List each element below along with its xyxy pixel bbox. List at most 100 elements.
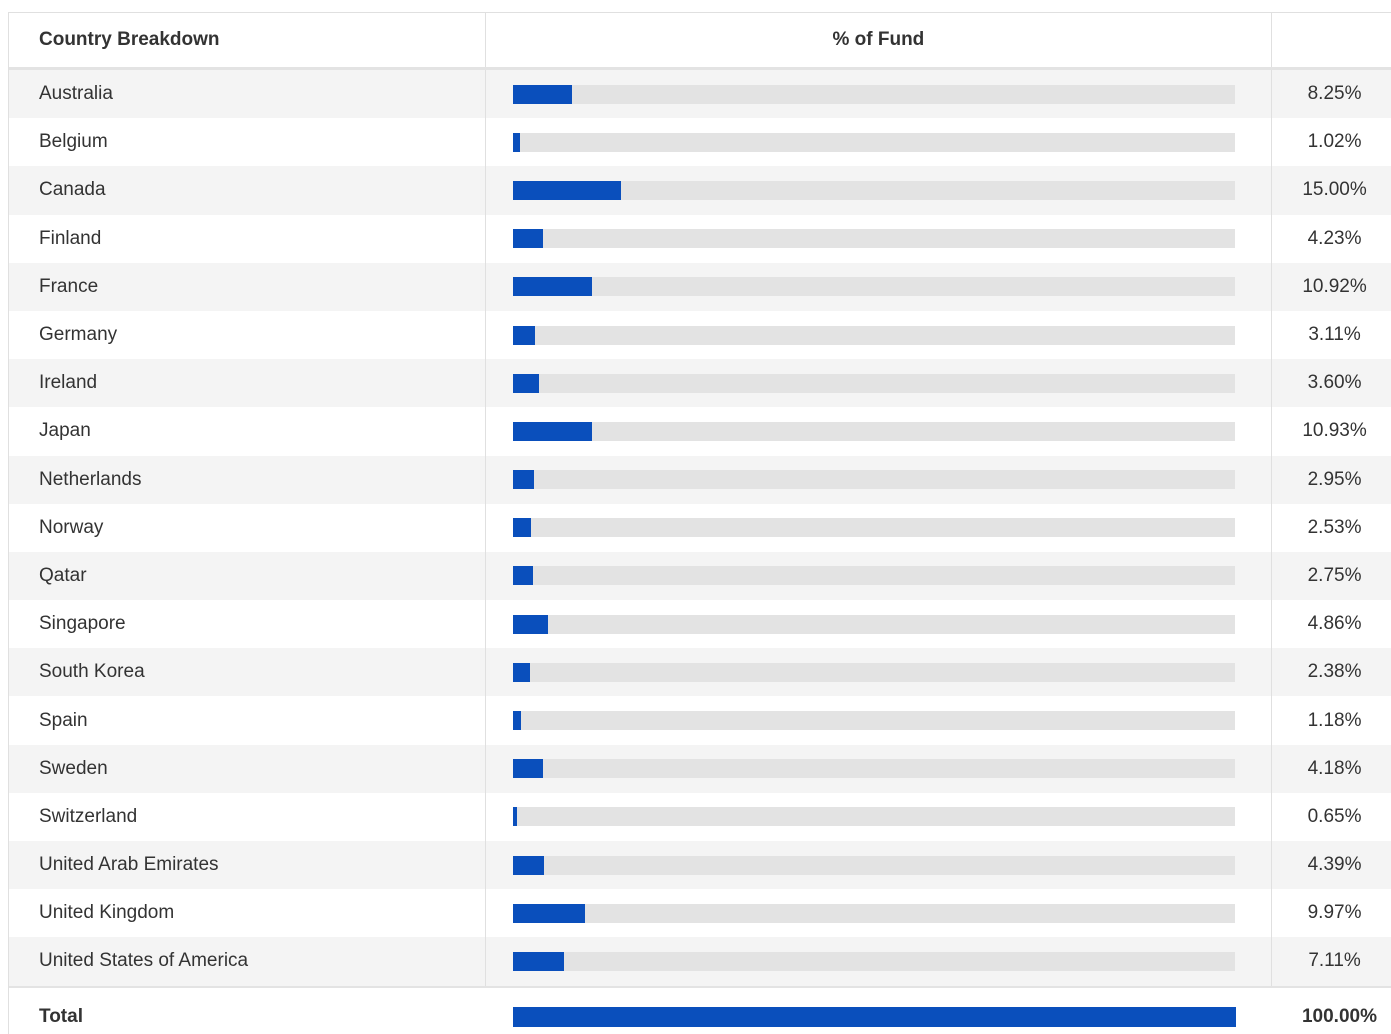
country-name: Germany [9, 310, 486, 360]
percent-bar-cell [486, 70, 1273, 119]
percent-bar-cell [486, 359, 1273, 408]
country-name: United States of America [9, 937, 486, 986]
percent-bar-fill [512, 759, 543, 779]
table-row: United Kingdom 9.97% [9, 889, 1391, 938]
total-bar-cell [486, 988, 1272, 1034]
percent-bar-cell [486, 937, 1273, 986]
country-column-header: Country Breakdown [9, 13, 486, 67]
country-name: France [9, 262, 486, 311]
percent-value: 2.53% [1307, 516, 1362, 538]
country-breakdown-table: Country Breakdown % of Fund Australia 8.2… [8, 12, 1391, 1034]
country-name: Australia [9, 70, 486, 119]
percent-bar-fill [512, 807, 518, 827]
table-header-row: Country Breakdown % of Fund [9, 13, 1391, 70]
table-row: Finland 4.23% [9, 214, 1391, 263]
percent-value: 1.18% [1307, 709, 1362, 731]
table-row: Netherlands 2.95% [9, 455, 1391, 504]
percent-bar-fill [512, 566, 533, 586]
table-row: Germany 3.11% [9, 310, 1391, 360]
country-name: Netherlands [9, 455, 486, 504]
percent-bar-fill [512, 518, 531, 538]
percent-bar-track [512, 807, 1236, 827]
country-name: Sweden [9, 744, 486, 793]
percent-bar-track [512, 84, 1236, 104]
percent-bar-track [512, 903, 1236, 923]
table-row: Singapore 4.86% [9, 600, 1391, 649]
percent-value: 10.92% [1302, 275, 1367, 297]
total-value: 100.00% [1301, 1006, 1377, 1028]
percent-bar-track [512, 759, 1236, 779]
percent-bar-cell [486, 407, 1273, 456]
table-body: Australia 8.25% Belgium 1.02% Canada 15.00% Fi… [9, 70, 1391, 986]
table-row: Spain 1.18% [9, 696, 1391, 745]
percent-bar-track [512, 951, 1236, 971]
percent-value: 0.65% [1307, 805, 1362, 827]
percent-value: 1.02% [1307, 131, 1362, 153]
table-row: Norway 2.53% [9, 503, 1391, 552]
percent-value: 15.00% [1302, 179, 1367, 201]
percent-bar-cell [486, 792, 1273, 841]
percent-bar-fill [512, 855, 545, 875]
country-name: Ireland [9, 359, 486, 408]
value-column-header [1272, 13, 1391, 67]
percent-bar-cell [486, 166, 1273, 215]
percent-bar-fill [512, 373, 539, 393]
total-row: Total 100.00% [9, 985, 1391, 1034]
percent-bar-track [512, 180, 1236, 200]
country-name: United Kingdom [9, 889, 486, 938]
percent-bar-cell [486, 551, 1273, 601]
percent-bar-cell [486, 648, 1273, 697]
percent-bar-track [512, 229, 1236, 249]
country-name: Spain [9, 696, 486, 745]
table-row: Sweden 4.18% [9, 744, 1391, 793]
table-row: Ireland 3.60% [9, 359, 1391, 408]
percent-bar-cell [486, 118, 1273, 167]
percent-bar-track [512, 277, 1236, 297]
percent-bar-track [512, 421, 1236, 441]
percent-bar-track [512, 325, 1236, 345]
percent-value: 10.93% [1302, 420, 1367, 442]
total-bar [512, 1007, 1237, 1028]
table-row: South Korea 2.38% [9, 648, 1391, 697]
table-row: Australia 8.25% [9, 70, 1391, 119]
table-row: Canada 15.00% [9, 166, 1391, 215]
percent-value: 8.25% [1307, 83, 1362, 105]
percent-bar-cell [486, 310, 1273, 360]
percent-bar-fill [512, 662, 530, 682]
percent-value: 4.39% [1307, 854, 1362, 876]
percent-bar-fill [512, 903, 585, 923]
percent-bar-fill [512, 951, 565, 971]
percent-value: 2.75% [1307, 564, 1362, 586]
percent-bar-cell [486, 214, 1273, 263]
percent-value: 7.11% [1308, 950, 1361, 972]
percent-bar-cell [486, 744, 1273, 793]
table-row: Qatar 2.75% [9, 551, 1391, 601]
country-name: United Arab Emirates [9, 841, 486, 890]
percent-bar-fill [512, 614, 548, 634]
percent-value: 4.86% [1307, 613, 1362, 635]
percent-bar-cell [486, 262, 1273, 311]
country-name: Switzerland [9, 792, 486, 841]
percent-bar-cell [486, 600, 1273, 649]
percent-value: 9.97% [1307, 902, 1362, 924]
country-name: South Korea [9, 648, 486, 697]
percent-bar-track [512, 518, 1236, 538]
percent-bar-fill [512, 325, 536, 345]
percent-bar-cell [486, 455, 1273, 504]
percent-bar-track [512, 566, 1236, 586]
country-name: Japan [9, 407, 486, 456]
percent-bar-track [512, 662, 1236, 682]
country-name: Belgium [9, 118, 486, 167]
table-row: United Arab Emirates 4.39% [9, 841, 1391, 890]
country-name: Norway [9, 503, 486, 552]
percent-bar-fill [512, 180, 622, 200]
country-name: Finland [9, 214, 486, 263]
table-row: Belgium 1.02% [9, 118, 1391, 167]
total-label: Total [39, 1006, 83, 1028]
percent-bar-fill [512, 277, 592, 297]
country-name: Qatar [9, 551, 486, 601]
percent-bar-cell [486, 889, 1273, 938]
percent-bar-cell [486, 503, 1273, 552]
table-row: Japan 10.93% [9, 407, 1391, 456]
country-name: Singapore [9, 600, 486, 649]
